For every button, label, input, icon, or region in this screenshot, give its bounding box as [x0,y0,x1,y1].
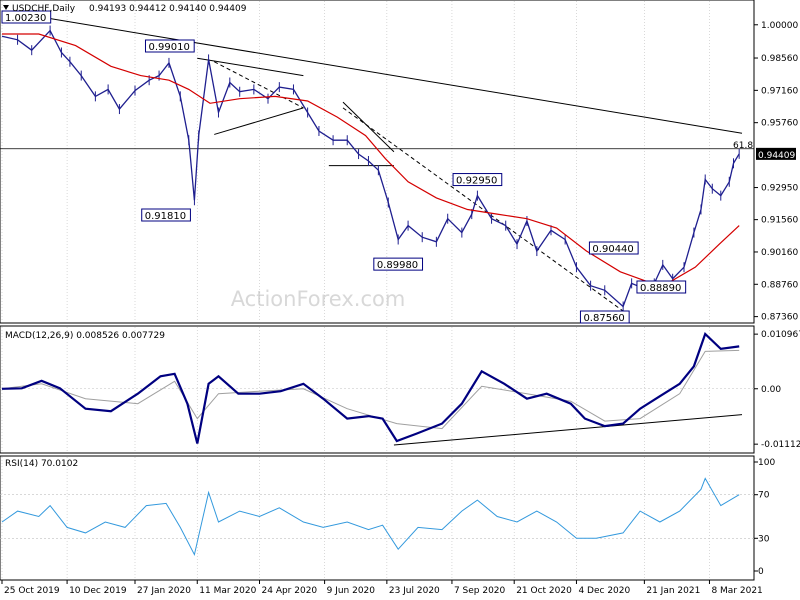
watermark: ActionForex.com [231,287,406,311]
x-tick-label: 10 Dec 2019 [69,586,127,596]
rsi-label: RSI(14) 70.0102 [5,459,78,469]
price-annotations: 1.00230 0.99010 0.91810 0.89980 0.92950 0.904… [1,10,687,324]
price-label-box: 0.89980 [373,257,424,271]
x-tick-label: 21 Oct 2020 [516,586,572,596]
y-tick-label: 30 [758,534,770,544]
x-axis: 25 Oct 2019 10 Dec 2019 27 Jan 2020 11 Mar … [1,580,763,596]
trendline [214,61,304,109]
rsi-y-axis: 100 70 30 0 [0,458,775,577]
fib-label: 61.8 [733,141,753,151]
x-tick-label: 24 Apr 2020 [262,586,318,596]
x-tick-label: 11 Mar 2020 [199,586,256,596]
y-tick-label: 0.91560 [761,216,798,226]
y-tick-label: 100 [758,458,775,468]
macd-trendline [393,414,743,446]
price-label-box: 0.90440 [588,241,639,255]
price-label-text: 0.99010 [148,42,189,53]
y-tick-label: -0.011127 [761,440,800,450]
price-label-text: 0.89980 [377,260,418,271]
x-tick-label: 4 Dec 2020 [578,586,630,596]
y-tick-label: 70 [758,491,770,501]
current-price-tag: 0.94409 [756,147,796,161]
y-tick-label: 1.00000 [761,21,798,31]
y-tick-label: 0.88760 [761,280,798,290]
price-label-text: 0.88890 [640,283,681,294]
triangle-down-icon [3,5,9,10]
rsi-x-grid [1,457,710,579]
price-label-text: 0.91810 [145,211,186,222]
rsi-series [1,477,740,557]
y-tick-label: 0 [758,567,764,577]
current-price-box [756,147,796,160]
trendline [342,107,624,312]
rsi-panel: 100 70 30 0 RSI(14) 70.0102 [0,455,775,581]
x-tick-label: 7 Sep 2020 [454,586,506,596]
trendline [197,57,304,77]
macd-support-line [393,414,743,446]
x-tick-label: 8 Mar 2021 [711,586,762,596]
x-tick-label: 21 Jan 2021 [646,586,700,596]
ohlc-values: 0.94193 0.94412 0.94140 0.94409 [89,4,247,14]
price-label-text: 0.87560 [583,313,624,324]
price-label-box: 1.00230 [1,10,52,24]
y-tick-label: 0.87360 [761,313,798,323]
trendline [214,107,304,135]
price-label-box: 0.91810 [141,208,191,222]
price-label-text: 0.92950 [456,176,497,187]
moving-average-line [2,33,740,282]
macd-line [1,332,740,444]
macd-series [1,332,740,444]
rsi-line [1,477,740,557]
price-label-text: 1.00230 [5,13,46,24]
x-tick-label: 9 Jun 2020 [327,586,376,596]
current-price-label: 0.94409 [758,151,795,161]
price-label-text: 0.90440 [592,244,633,255]
price-panel: ActionForex.com 1.00000 0.98560 0.97160 0.9… [0,0,798,324]
y-tick-label: 0.92950 [761,184,798,194]
y-tick-label: 0.010967 [761,330,800,340]
macd-label: MACD(12,26,9) 0.008526 0.007729 [5,331,165,341]
trendline [31,15,743,134]
y-tick-label: 0.00 [761,385,781,395]
price-label-box: 0.88890 [636,280,687,294]
y-tick-label: 0.97160 [761,86,798,96]
macd-panel: 0.010967 0.00 -0.011127 MACD(12,26,9) 0.00… [0,325,800,454]
price-label-box: 0.92950 [452,173,503,187]
symbol-title: USDCHF,Daily [12,4,76,14]
y-tick-label: 0.98560 [761,54,798,64]
y-tick-label: 0.90160 [761,248,798,258]
x-tick-label: 23 Jul 2020 [389,586,440,596]
x-tick-label: 27 Jan 2020 [137,586,191,596]
price-trendlines [31,15,743,312]
y-tick-label: 0.95760 [761,119,798,129]
price-label-box: 0.87560 [579,310,630,324]
x-tick-label: 25 Oct 2019 [4,586,60,596]
macd-y-axis: 0.010967 0.00 -0.011127 [0,330,800,450]
price-label-box: 0.99010 [144,39,195,53]
price-y-axis: 1.00000 0.98560 0.97160 0.95760 0.92950 0.915… [754,21,798,323]
